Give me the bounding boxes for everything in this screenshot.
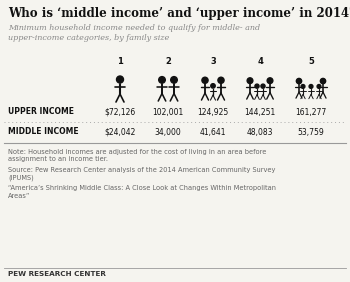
- Circle shape: [218, 77, 224, 83]
- Circle shape: [171, 77, 177, 83]
- Text: Minimum household income needed to qualify for middle- and
upper-income categori: Minimum household income needed to quali…: [8, 24, 260, 42]
- Text: Who is ‘middle income’ and ‘upper income’ in 2014?: Who is ‘middle income’ and ‘upper income…: [8, 7, 350, 20]
- Text: assignment to an income tier.: assignment to an income tier.: [8, 157, 108, 162]
- Circle shape: [255, 84, 259, 88]
- Circle shape: [267, 78, 273, 83]
- Circle shape: [317, 85, 321, 88]
- Text: 34,000: 34,000: [155, 127, 181, 136]
- Text: 2: 2: [165, 57, 171, 66]
- Circle shape: [296, 78, 302, 84]
- Text: 5: 5: [308, 57, 314, 66]
- Text: 53,759: 53,759: [298, 127, 324, 136]
- Circle shape: [211, 84, 215, 88]
- Circle shape: [117, 76, 124, 83]
- Text: Areas”: Areas”: [8, 193, 30, 199]
- Text: 1: 1: [117, 57, 123, 66]
- Text: 124,925: 124,925: [197, 107, 229, 116]
- Text: $24,042: $24,042: [104, 127, 136, 136]
- Text: MIDDLE INCOME: MIDDLE INCOME: [8, 127, 79, 136]
- Text: 48,083: 48,083: [247, 127, 273, 136]
- Circle shape: [159, 77, 165, 83]
- Circle shape: [202, 77, 208, 83]
- Circle shape: [309, 85, 313, 88]
- Text: (IPUMS): (IPUMS): [8, 175, 34, 181]
- Circle shape: [261, 84, 265, 88]
- Text: Source: Pew Research Center analysis of the 2014 American Community Survey: Source: Pew Research Center analysis of …: [8, 167, 275, 173]
- Circle shape: [320, 78, 326, 84]
- Text: 144,251: 144,251: [244, 107, 276, 116]
- Text: 4: 4: [257, 57, 263, 66]
- Text: 102,001: 102,001: [152, 107, 184, 116]
- Circle shape: [247, 78, 253, 83]
- Text: 41,641: 41,641: [200, 127, 226, 136]
- Text: “America’s Shrinking Middle Class: A Close Look at Changes Within Metropolitan: “America’s Shrinking Middle Class: A Clo…: [8, 185, 276, 191]
- Text: $72,126: $72,126: [104, 107, 136, 116]
- Text: 3: 3: [210, 57, 216, 66]
- Text: 161,277: 161,277: [295, 107, 327, 116]
- Text: PEW RESEARCH CENTER: PEW RESEARCH CENTER: [8, 271, 106, 277]
- Text: Note: Household incomes are adjusted for the cost of living in an area before: Note: Household incomes are adjusted for…: [8, 149, 266, 155]
- Circle shape: [301, 85, 305, 88]
- Text: UPPER INCOME: UPPER INCOME: [8, 107, 74, 116]
